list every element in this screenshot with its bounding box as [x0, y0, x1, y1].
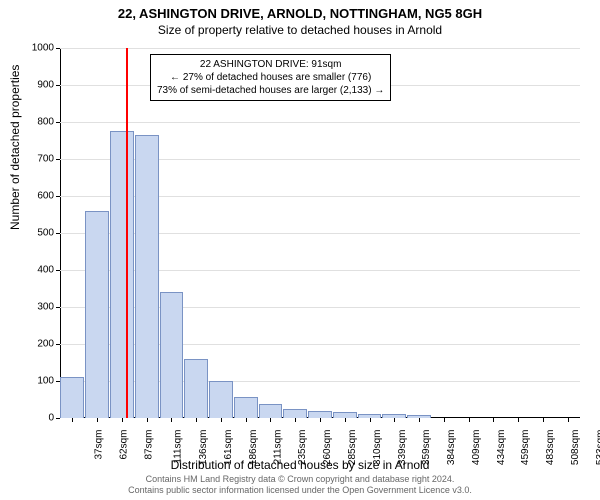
ytick-label: 900 — [14, 80, 54, 91]
ytick-label: 700 — [14, 154, 54, 165]
histogram-bar — [209, 381, 233, 418]
ytick-label: 100 — [14, 376, 54, 387]
xtick-mark — [147, 418, 148, 422]
plot-region: 0100200300400500600700800900100037sqm62s… — [60, 48, 580, 418]
histogram-bar — [259, 404, 283, 418]
xtick-mark — [72, 418, 73, 422]
ytick-mark — [56, 418, 60, 419]
histogram-bar — [234, 397, 258, 418]
xtick-mark — [568, 418, 569, 422]
ytick-label: 300 — [14, 302, 54, 313]
footer-line-1: Contains HM Land Registry data © Crown c… — [0, 474, 600, 485]
xtick-mark — [469, 418, 470, 422]
footer-attribution: Contains HM Land Registry data © Crown c… — [0, 474, 600, 496]
ytick-label: 200 — [14, 339, 54, 350]
xtick-mark — [295, 418, 296, 422]
ytick-mark — [56, 344, 60, 345]
xtick-label: 62sqm — [119, 430, 130, 460]
xtick-mark — [122, 418, 123, 422]
xtick-mark — [394, 418, 395, 422]
xtick-mark — [196, 418, 197, 422]
histogram-bar — [308, 411, 332, 418]
xtick-label: 87sqm — [143, 430, 154, 460]
ytick-label: 500 — [14, 228, 54, 239]
footer-line-2: Contains public sector information licen… — [0, 485, 600, 496]
ytick-mark — [56, 270, 60, 271]
ytick-label: 400 — [14, 265, 54, 276]
ytick-label: 600 — [14, 191, 54, 202]
ytick-mark — [56, 122, 60, 123]
callout-line2: ← 27% of detached houses are smaller (77… — [157, 71, 384, 84]
chart-area: 0100200300400500600700800900100037sqm62s… — [60, 48, 580, 418]
xtick-mark — [270, 418, 271, 422]
xtick-mark — [246, 418, 247, 422]
xtick-label: 37sqm — [94, 430, 105, 460]
ytick-label: 0 — [14, 413, 54, 424]
callout-box: 22 ASHINGTON DRIVE: 91sqm← 27% of detach… — [150, 54, 391, 101]
xtick-mark — [97, 418, 98, 422]
histogram-bar — [110, 131, 134, 418]
callout-line3: 73% of semi-detached houses are larger (… — [157, 84, 384, 97]
xtick-mark — [171, 418, 172, 422]
property-marker-line — [126, 48, 128, 418]
ytick-mark — [56, 85, 60, 86]
histogram-bar — [160, 292, 184, 418]
ytick-mark — [56, 159, 60, 160]
xtick-mark — [221, 418, 222, 422]
ytick-mark — [56, 196, 60, 197]
ytick-mark — [56, 233, 60, 234]
histogram-bar — [60, 377, 84, 418]
ytick-label: 1000 — [14, 43, 54, 54]
xtick-mark — [419, 418, 420, 422]
xtick-mark — [370, 418, 371, 422]
histogram-bar — [184, 359, 208, 418]
ytick-mark — [56, 307, 60, 308]
xtick-mark — [493, 418, 494, 422]
histogram-bar — [135, 135, 159, 418]
chart-title: 22, ASHINGTON DRIVE, ARNOLD, NOTTINGHAM,… — [0, 0, 600, 23]
xtick-mark — [345, 418, 346, 422]
ytick-label: 800 — [14, 117, 54, 128]
gridline — [60, 122, 580, 123]
xtick-mark — [518, 418, 519, 422]
gridline — [60, 48, 580, 49]
xtick-mark — [320, 418, 321, 422]
ytick-mark — [56, 381, 60, 382]
xtick-mark — [444, 418, 445, 422]
callout-line1: 22 ASHINGTON DRIVE: 91sqm — [157, 58, 384, 71]
histogram-bar — [283, 409, 307, 418]
xtick-mark — [543, 418, 544, 422]
histogram-bar — [85, 211, 109, 418]
chart-subtitle: Size of property relative to detached ho… — [0, 23, 600, 41]
x-axis-label: Distribution of detached houses by size … — [0, 458, 600, 472]
ytick-mark — [56, 48, 60, 49]
